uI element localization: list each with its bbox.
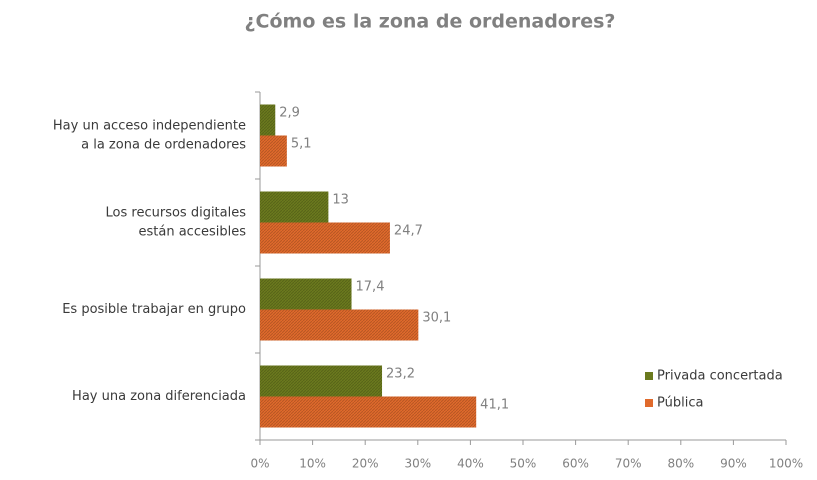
x-tick-label: 0%: [250, 457, 269, 471]
bar-hatch: [260, 222, 390, 254]
bar-hatch: [260, 135, 287, 167]
y-tick-label: a la zona de ordenadores: [81, 138, 246, 153]
y-tick-label: están accesibles: [139, 225, 247, 240]
legend-swatch: [645, 399, 653, 407]
bar-hatch: [260, 104, 276, 136]
x-tick-label: 70%: [615, 457, 642, 471]
x-tick-label: 10%: [299, 457, 326, 471]
chart-title: ¿Cómo es la zona de ordenadores?: [245, 11, 616, 33]
bar-hatch: [260, 396, 477, 428]
bar-hatch: [260, 278, 352, 310]
bar-hatch: [260, 309, 419, 341]
value-label: 13: [332, 193, 349, 208]
y-tick-label: Hay un acceso independiente: [53, 119, 246, 134]
y-tick-label: Los recursos digitales: [106, 206, 247, 221]
y-tick-label: Hay una zona diferenciada: [72, 389, 246, 404]
value-label: 41,1: [480, 398, 509, 413]
x-tick-label: 100%: [769, 457, 803, 471]
x-tick-label: 60%: [562, 457, 589, 471]
x-tick-label: 80%: [667, 457, 694, 471]
legend-label: Pública: [657, 396, 703, 411]
x-tick-label: 90%: [720, 457, 747, 471]
value-label: 2,9: [279, 106, 300, 121]
x-tick-label: 30%: [404, 457, 431, 471]
value-label: 5,1: [291, 137, 312, 152]
value-label: 17,4: [356, 280, 385, 295]
x-tick-label: 20%: [352, 457, 379, 471]
bar-hatch: [260, 365, 383, 397]
value-label: 24,7: [394, 224, 423, 239]
legend-swatch: [645, 372, 653, 380]
y-tick-label: Es posible trabajar en grupo: [62, 302, 246, 317]
value-label: 23,2: [386, 367, 415, 382]
legend-label: Privada concertada: [657, 369, 783, 384]
x-tick-label: 50%: [510, 457, 537, 471]
x-tick-label: 40%: [457, 457, 484, 471]
value-label: 30,1: [422, 311, 451, 326]
bar-hatch: [260, 191, 329, 223]
